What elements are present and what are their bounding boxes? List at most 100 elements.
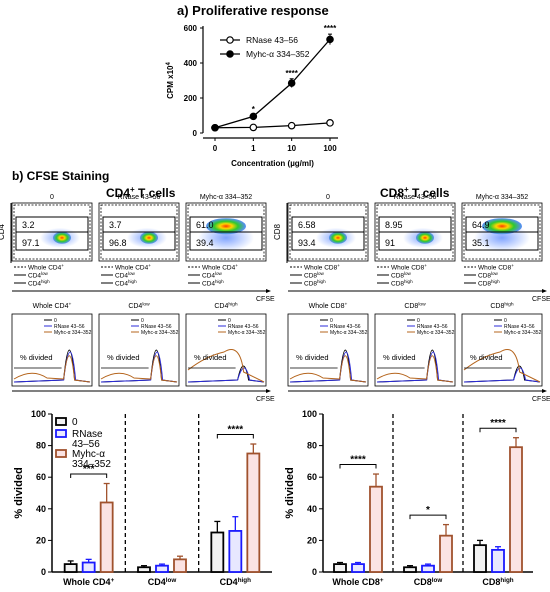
significance-bracket [70,473,108,479]
data-point [249,123,258,132]
bar [81,561,96,573]
histogram-title: Whole CD4+ [33,303,72,310]
histogram-curve-myhc [376,355,454,383]
histogram-curve-rnase [463,367,541,383]
bar-group-label: CD4low [148,577,177,587]
histogram-curve-rnase [187,367,265,383]
divided-label: % divided [296,353,329,362]
data-point [287,79,296,87]
gate-legend-label: Whole CD4+ [202,263,238,271]
divided-label: % divided [470,353,503,362]
gate-legend-label: CD4low [28,271,49,279]
panel-b-title: b) CFSE Staining [12,169,110,183]
bar-legend-swatch [55,417,67,426]
significance-bracket [216,434,254,439]
gate-legend-label: CD8low [391,271,412,279]
bar-y-tick-label: 20 [36,535,46,545]
histogram-legend-label: Myhc-α 334–352 [141,330,179,336]
bar [155,564,169,573]
histogram-title: CD8low [404,302,426,310]
bar [473,544,487,573]
x-tick-label: 100 [323,144,337,153]
cell-density-core [482,218,522,235]
gate-legend-label: CD8high [304,279,326,287]
significance-marker: **** [490,418,506,429]
cell-density-core [416,231,434,244]
bar [173,558,187,573]
flow-x-axis-arrow [266,289,271,293]
significance-marker: **** [350,455,366,466]
whole-gate [376,204,454,260]
low-gate [15,231,89,251]
histogram-legend-label: Myhc-α 334–352 [330,330,368,336]
flow-condition-label: RNase 43–56 [394,194,437,201]
gate-legend-label: Whole CD8+ [304,263,340,271]
bar-legend-swatch [55,429,67,438]
y-tick-label: 200 [184,94,198,103]
legend-label: Myhc-α 334–352 [246,49,310,59]
flow-y-axis-label: CD8 [273,223,282,240]
bar-legend-swatch [55,449,67,458]
cd4-section-title: CD4+ T cells [106,185,176,200]
histogram-legend-label: 0 [228,318,231,324]
histogram-legend-label: 0 [330,318,333,324]
significance-marker: **** [285,69,298,78]
bar-y-tick-label: 80 [307,441,317,451]
histogram-legend-label: RNase 43–56 [504,324,535,330]
bar-y-tick-label: 0 [41,567,46,577]
bar [210,531,225,573]
bar-y-tick-label: 100 [31,409,46,419]
percent-divided-bar-charts: 0 20 40 60 80 100 % divided Whole CD4+ CD4low CD4… [13,409,533,587]
significance-bracket [409,514,447,520]
histogram-x-axis-label: CFSE [532,396,550,403]
gate-legend-label: CD4low [115,271,136,279]
bar [137,566,151,573]
gate-legend-label: CD8high [478,279,500,287]
bar-y-tick-label: 40 [307,504,317,514]
data-point [287,121,296,130]
bar-legend-label: Myhc-α 334–352 [72,449,111,470]
gate-legend-label: Whole CD4+ [28,263,64,271]
bar-group-label: Whole CD8+ [332,577,384,587]
significance-marker: **** [228,425,244,436]
bar-y-tick-label: 60 [36,472,46,482]
upper-percent: 8.95 [385,220,403,230]
x-tick-label: 10 [287,144,296,153]
gate-legend-label: CD8high [391,279,413,287]
gate-legend-label: Whole CD4+ [115,263,151,271]
divided-label: % divided [20,353,53,362]
histogram-title: CD4low [128,302,150,310]
bar-group-label: CD8high [482,577,513,587]
low-gate [291,231,365,251]
divided-label: % divided [194,353,227,362]
flow-condition-label: Myhc-α 334–352 [200,194,252,201]
bar [403,566,417,573]
histogram-title: Whole CD8+ [309,303,348,310]
flow-condition-label: RNase 43–56 [118,194,161,201]
lower-percent: 91 [385,238,395,248]
histogram-legend-label: 0 [417,318,420,324]
gate-legend-label: CD8low [304,271,325,279]
histogram-legend-label: RNase 43–56 [417,324,448,330]
histogram-x-axis-arrow [542,389,547,393]
panel-a-title: a) Proliferative response [177,3,329,18]
bar-y-tick-label: 40 [36,504,46,514]
bar [333,563,347,573]
y-tick-label: 600 [184,24,198,33]
bar-legend-label: RNase 43–56 [72,429,103,450]
histogram-curve-myhc [463,349,541,383]
lower-percent: 96.8 [109,238,127,248]
bar [351,563,365,573]
histogram-x-axis-arrow [266,389,271,393]
histogram-legend-label: 0 [54,318,57,324]
gate-legend-label: CD4high [202,279,224,287]
upper-percent: 6.58 [298,220,316,230]
bar-y-axis-label: % divided [284,467,296,518]
flow-x-axis-label: CFSE [256,296,275,303]
histogram-title: CD8high [490,302,514,310]
bar [491,548,505,573]
x-tick-label: 0 [213,144,218,153]
flow-condition-label: Myhc-α 334–352 [476,194,528,201]
histogram-legend-label: 0 [504,318,507,324]
